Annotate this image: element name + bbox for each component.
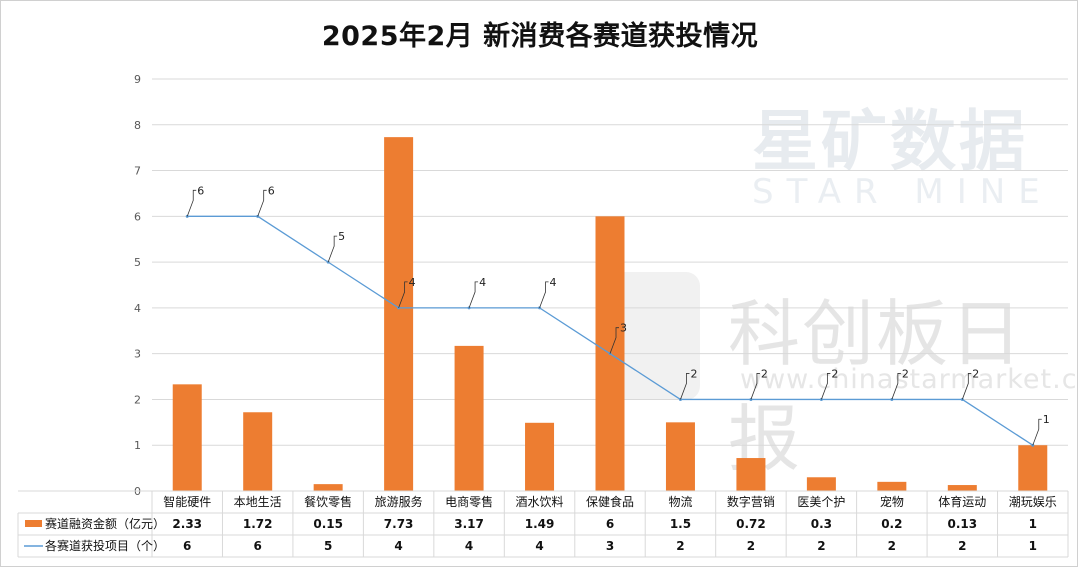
x-category-label: 酒水饮料 [516, 495, 564, 509]
line-data-label: 6 [268, 184, 275, 197]
line-value-cell: 2 [676, 539, 684, 553]
label-leader [609, 327, 619, 354]
bar-value-cell: 3.17 [454, 517, 484, 531]
line-value-cell: 6 [183, 539, 191, 553]
line-data-label: 4 [550, 276, 557, 289]
bar-value-cell: 1.72 [243, 517, 273, 531]
bar [806, 477, 836, 491]
bar-value-cell: 6 [606, 517, 614, 531]
x-category-label: 潮玩娱乐 [1009, 494, 1057, 509]
y-tick-label: 3 [134, 348, 141, 361]
bar-value-cell: 7.73 [384, 517, 414, 531]
x-category-label: 医美个护 [797, 495, 845, 509]
line-value-cell: 4 [394, 539, 402, 553]
line-value-cell: 6 [254, 539, 262, 553]
y-tick-label: 7 [134, 165, 141, 178]
line-data-label: 4 [409, 276, 416, 289]
label-leader [680, 373, 690, 400]
bar-value-cell: 1.49 [525, 517, 555, 531]
line-data-label: 2 [972, 367, 979, 380]
line-value-cell: 2 [958, 539, 966, 553]
y-tick-label: 8 [134, 119, 141, 132]
bar-value-cell: 0.15 [313, 517, 343, 531]
y-tick-label: 9 [134, 73, 141, 86]
line-value-cell: 2 [888, 539, 896, 553]
x-category-label: 保健食品 [586, 494, 634, 509]
label-leader [468, 281, 479, 309]
bar-value-cell: 0.13 [948, 517, 978, 531]
y-tick-label: 5 [134, 256, 141, 269]
line-data-label: 1 [1043, 413, 1050, 426]
y-tick-label: 2 [134, 393, 141, 406]
y-tick-label: 4 [134, 302, 141, 315]
bar [454, 345, 484, 491]
line-data-label: 4 [479, 276, 486, 289]
x-category-label: 宠物 [880, 494, 904, 509]
x-category-label: 餐饮零售 [304, 494, 352, 509]
label-leader [750, 373, 760, 400]
line-value-cell: 3 [606, 539, 614, 553]
bar [1018, 445, 1048, 491]
bar [877, 481, 907, 491]
bar [384, 137, 414, 492]
chart-title: 2025年2月 新消费各赛道获投情况 [321, 21, 759, 52]
label-leader [327, 235, 338, 263]
line-data-label: 3 [620, 322, 627, 335]
bar [243, 412, 273, 491]
bar [736, 458, 766, 491]
bar-value-cell: 0.72 [736, 517, 766, 531]
x-category-label: 电商零售 [445, 494, 493, 509]
bar [313, 484, 343, 491]
line-value-cell: 4 [465, 539, 473, 553]
bar-value-cell: 1.5 [670, 517, 691, 531]
label-leader [398, 281, 408, 309]
bar [665, 422, 695, 491]
label-leader [821, 373, 831, 400]
bar [947, 485, 977, 491]
x-category-label: 数字营销 [727, 494, 775, 509]
x-category-label: 本地生活 [234, 495, 282, 509]
legend-line-label: 各赛道获投项目（个） [45, 538, 165, 553]
line-value-cell: 4 [535, 539, 543, 553]
legend-bar-swatch [25, 520, 42, 527]
bar [525, 422, 555, 491]
y-tick-label: 6 [134, 210, 141, 223]
bar [172, 384, 202, 491]
line-value-cell: 2 [747, 539, 755, 553]
label-leader [1032, 418, 1042, 446]
label-leader [186, 189, 197, 217]
label-leader [891, 373, 901, 400]
line-data-label: 5 [338, 230, 345, 243]
legend-bar-label: 赛道融资金额（亿元） [45, 516, 165, 531]
line-value-cell: 1 [1029, 539, 1037, 553]
label-leader [257, 189, 267, 217]
line-data-label: 6 [197, 184, 204, 197]
bar-value-cell: 1 [1029, 517, 1037, 531]
line-value-cell: 2 [817, 539, 825, 553]
bar-value-cell: 0.2 [881, 517, 902, 531]
line-data-label: 2 [690, 367, 697, 380]
bar-value-cell: 2.33 [172, 517, 202, 531]
line-data-label: 2 [761, 367, 768, 380]
line-data-label: 2 [902, 367, 909, 380]
bar-value-cell: 0.3 [811, 517, 832, 531]
y-tick-label: 1 [134, 439, 141, 452]
label-leader [961, 373, 972, 400]
line-value-cell: 5 [324, 539, 332, 553]
x-category-label: 旅游服务 [375, 494, 423, 509]
x-category-label: 体育运动 [938, 494, 986, 509]
x-category-label: 智能硬件 [163, 494, 211, 509]
x-category-label: 物流 [668, 495, 692, 509]
label-leader [539, 281, 549, 309]
line-data-label: 2 [831, 367, 838, 380]
